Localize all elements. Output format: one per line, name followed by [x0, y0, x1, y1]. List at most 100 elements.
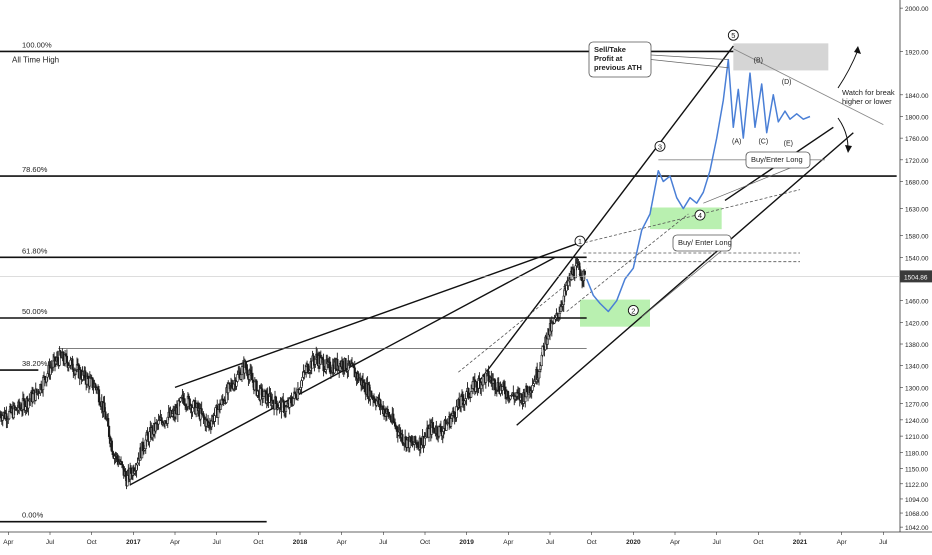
- impulse-channel-upper: [449, 45, 734, 421]
- candle-body: [88, 377, 91, 387]
- time-tick-label: Oct: [420, 539, 430, 546]
- callout-text: Buy/Enter Long: [751, 155, 803, 164]
- price-tick-label: 1150.00: [905, 467, 928, 474]
- watch-note-text: Watch for break: [842, 88, 895, 97]
- triangle-upper-line: [733, 48, 884, 125]
- wave-number-circle: [627, 304, 639, 316]
- wave-number-circle: [574, 235, 586, 247]
- candle-body: [344, 358, 347, 371]
- price-tick-label: 1042.00: [905, 525, 929, 532]
- dashed-guide-line: [579, 189, 801, 245]
- wave-number-label: 2: [631, 306, 635, 315]
- break-up-arrow: [837, 49, 859, 89]
- candle-body: [236, 374, 239, 382]
- callout-text: Profit at: [594, 54, 623, 63]
- price-tick-label: 1270.00: [905, 402, 929, 409]
- price-tick-label: 1300.00: [905, 385, 929, 392]
- wave-letter-label: (C): [758, 139, 768, 146]
- price-tick-label: 1840.00: [905, 93, 929, 100]
- candle-body: [200, 408, 203, 414]
- buy-callout-lower: Buy/ Enter Long: [641, 234, 732, 318]
- callout-pointer: [650, 59, 729, 69]
- candle-body: [240, 366, 244, 376]
- price-tick-label: 1760.00: [905, 136, 929, 143]
- x-axis: Apr Jul Oct 2017 Apr Jul Oct 2018 Apr Jul Oct 2019 A…: [0, 531, 932, 550]
- watch-note-text: higher or lower: [842, 97, 892, 106]
- price-tick-label: 1920.00: [905, 49, 929, 56]
- time-tick-label: Jul: [546, 539, 555, 546]
- wave-letter-label: (D): [782, 79, 792, 86]
- break-down-arrow: [837, 117, 849, 149]
- callout-pointer: [650, 54, 729, 60]
- buy-callout-upper: Buy/Enter Long: [703, 151, 811, 204]
- time-tick-label: Apr: [837, 539, 848, 546]
- time-tick-label: Oct: [587, 539, 597, 546]
- arrow-up-icon: [854, 46, 861, 54]
- projection-layer: [586, 58, 811, 313]
- wave-letter-label: (B): [754, 57, 763, 64]
- wave-number-circle: [727, 29, 739, 41]
- price-tick-label: 1340.00: [905, 364, 929, 371]
- time-tick-label: 2018: [293, 539, 308, 546]
- time-axis-bg: [0, 532, 932, 550]
- time-tick-label: Jul: [46, 539, 55, 546]
- callout-text: previous ATH: [594, 63, 642, 72]
- time-tick-label: Oct: [87, 539, 97, 546]
- wave-letter-label: (A): [732, 139, 741, 146]
- candle-body: [401, 434, 404, 444]
- candle-body: [531, 385, 534, 391]
- price-tick-label: 1580.00: [905, 234, 929, 241]
- candle-body: [580, 277, 584, 282]
- price-tick-label: 1720.00: [905, 158, 929, 165]
- wave-number-label: 3: [658, 142, 662, 151]
- candles-layer: [0, 256, 586, 490]
- sell-zone: [733, 43, 829, 71]
- price-tick-label: 1240.00: [905, 418, 929, 425]
- time-tick-label: Apr: [670, 539, 681, 546]
- dashed-guide-line: [458, 267, 587, 373]
- price-tick-label: 1210.00: [905, 434, 929, 441]
- impulse-channel-lower: [516, 132, 854, 426]
- time-tick-label: Apr: [3, 539, 14, 546]
- fib-level-label: 38.20%: [22, 359, 48, 368]
- time-tick-label: 2019: [459, 539, 474, 546]
- callout-box: [588, 41, 652, 78]
- price-tick-label: 1122.00: [905, 482, 928, 489]
- price-tick-label: 2000.00: [905, 6, 929, 13]
- time-tick-label: 2020: [626, 539, 641, 546]
- callout-box: [745, 151, 811, 169]
- time-tick-label: Jul: [879, 539, 888, 546]
- price-tick-label: 1420.00: [905, 320, 929, 327]
- price-tick-label: 1630.00: [905, 207, 929, 214]
- fib-level-label: 50.00%: [22, 307, 48, 316]
- time-tick-label: Oct: [753, 539, 763, 546]
- candle-body: [251, 379, 255, 383]
- price-tick-label: 1460.00: [905, 299, 929, 306]
- wave-number-label: 5: [731, 31, 735, 40]
- callout-text: Buy/ Enter Long: [678, 238, 732, 247]
- price-tick-label: 1094.00: [905, 497, 929, 504]
- wave-number-label: 4: [698, 211, 702, 220]
- price-tick-label: 1180.00: [905, 450, 928, 457]
- time-tick-label: 2021: [793, 539, 808, 546]
- fib-level-label: 78.60%: [22, 165, 48, 174]
- wave-letter-label: (E): [784, 141, 793, 148]
- arrow-down-icon: [845, 145, 852, 153]
- candle-body: [31, 393, 35, 403]
- candle-body: [274, 396, 278, 404]
- buy-zone-upper: [650, 207, 722, 230]
- annotations-layer: All Time High 1 2 3 4 5 (A) (B) (C) (D) (E) Sell/Ta…: [12, 29, 895, 318]
- price-tick-label: 1800.00: [905, 114, 929, 121]
- time-tick-label: Jul: [379, 539, 388, 546]
- current-price-label: 1504.86: [904, 274, 928, 281]
- fib-level-label: 0.00%: [22, 511, 44, 520]
- fib-level-label: 61.80%: [22, 246, 48, 255]
- wave-number-label: 1: [578, 237, 582, 246]
- candle-body: [539, 365, 542, 370]
- time-tick-label: Apr: [503, 539, 514, 546]
- trendlines-layer: [58, 45, 884, 486]
